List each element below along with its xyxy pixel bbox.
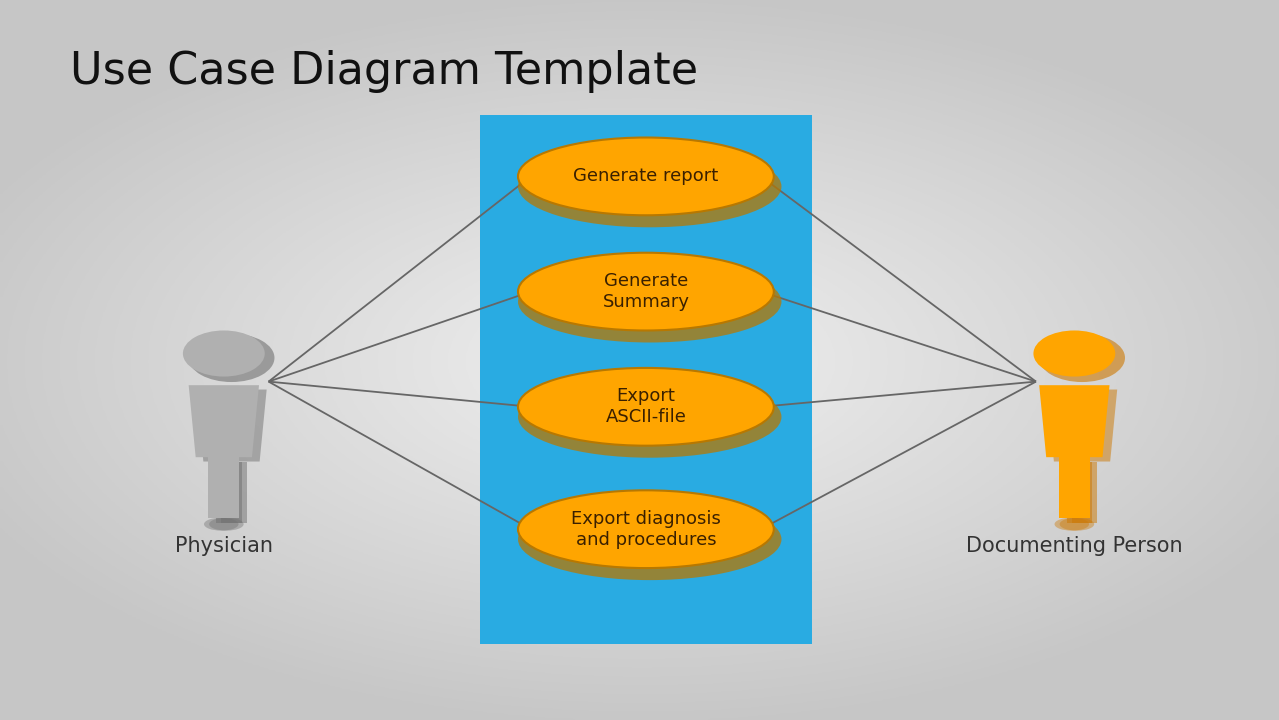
FancyBboxPatch shape — [221, 462, 247, 523]
Text: Export: Export — [590, 140, 702, 169]
Polygon shape — [1046, 390, 1118, 462]
Polygon shape — [197, 390, 266, 462]
FancyBboxPatch shape — [1067, 462, 1092, 523]
Text: Export
ASCII-file: Export ASCII-file — [605, 387, 687, 426]
FancyBboxPatch shape — [480, 115, 812, 644]
Ellipse shape — [518, 253, 774, 330]
Ellipse shape — [518, 145, 781, 228]
FancyBboxPatch shape — [1072, 462, 1097, 523]
Text: Use Case Diagram Template: Use Case Diagram Template — [70, 50, 698, 94]
Polygon shape — [189, 385, 258, 457]
Circle shape — [1039, 333, 1126, 382]
Ellipse shape — [518, 368, 774, 446]
FancyBboxPatch shape — [1064, 457, 1090, 518]
Text: Export diagnosis
and procedures: Export diagnosis and procedures — [570, 510, 721, 549]
Text: Generate
Summary: Generate Summary — [602, 272, 689, 311]
Circle shape — [1033, 330, 1115, 377]
Ellipse shape — [518, 498, 781, 580]
Polygon shape — [1039, 385, 1110, 457]
FancyBboxPatch shape — [1059, 457, 1085, 518]
Circle shape — [183, 330, 265, 377]
Ellipse shape — [518, 138, 774, 215]
FancyBboxPatch shape — [208, 457, 234, 518]
Ellipse shape — [518, 376, 781, 458]
FancyBboxPatch shape — [216, 462, 242, 523]
Ellipse shape — [208, 518, 243, 531]
Text: Physician: Physician — [175, 536, 272, 557]
FancyBboxPatch shape — [214, 457, 239, 518]
Text: Documenting Person: Documenting Person — [966, 536, 1183, 557]
Ellipse shape — [518, 490, 774, 568]
Ellipse shape — [1054, 518, 1088, 531]
Circle shape — [188, 333, 275, 382]
Ellipse shape — [203, 518, 238, 531]
Ellipse shape — [1059, 518, 1094, 531]
Text: Generate report: Generate report — [573, 167, 719, 185]
Ellipse shape — [518, 261, 781, 343]
